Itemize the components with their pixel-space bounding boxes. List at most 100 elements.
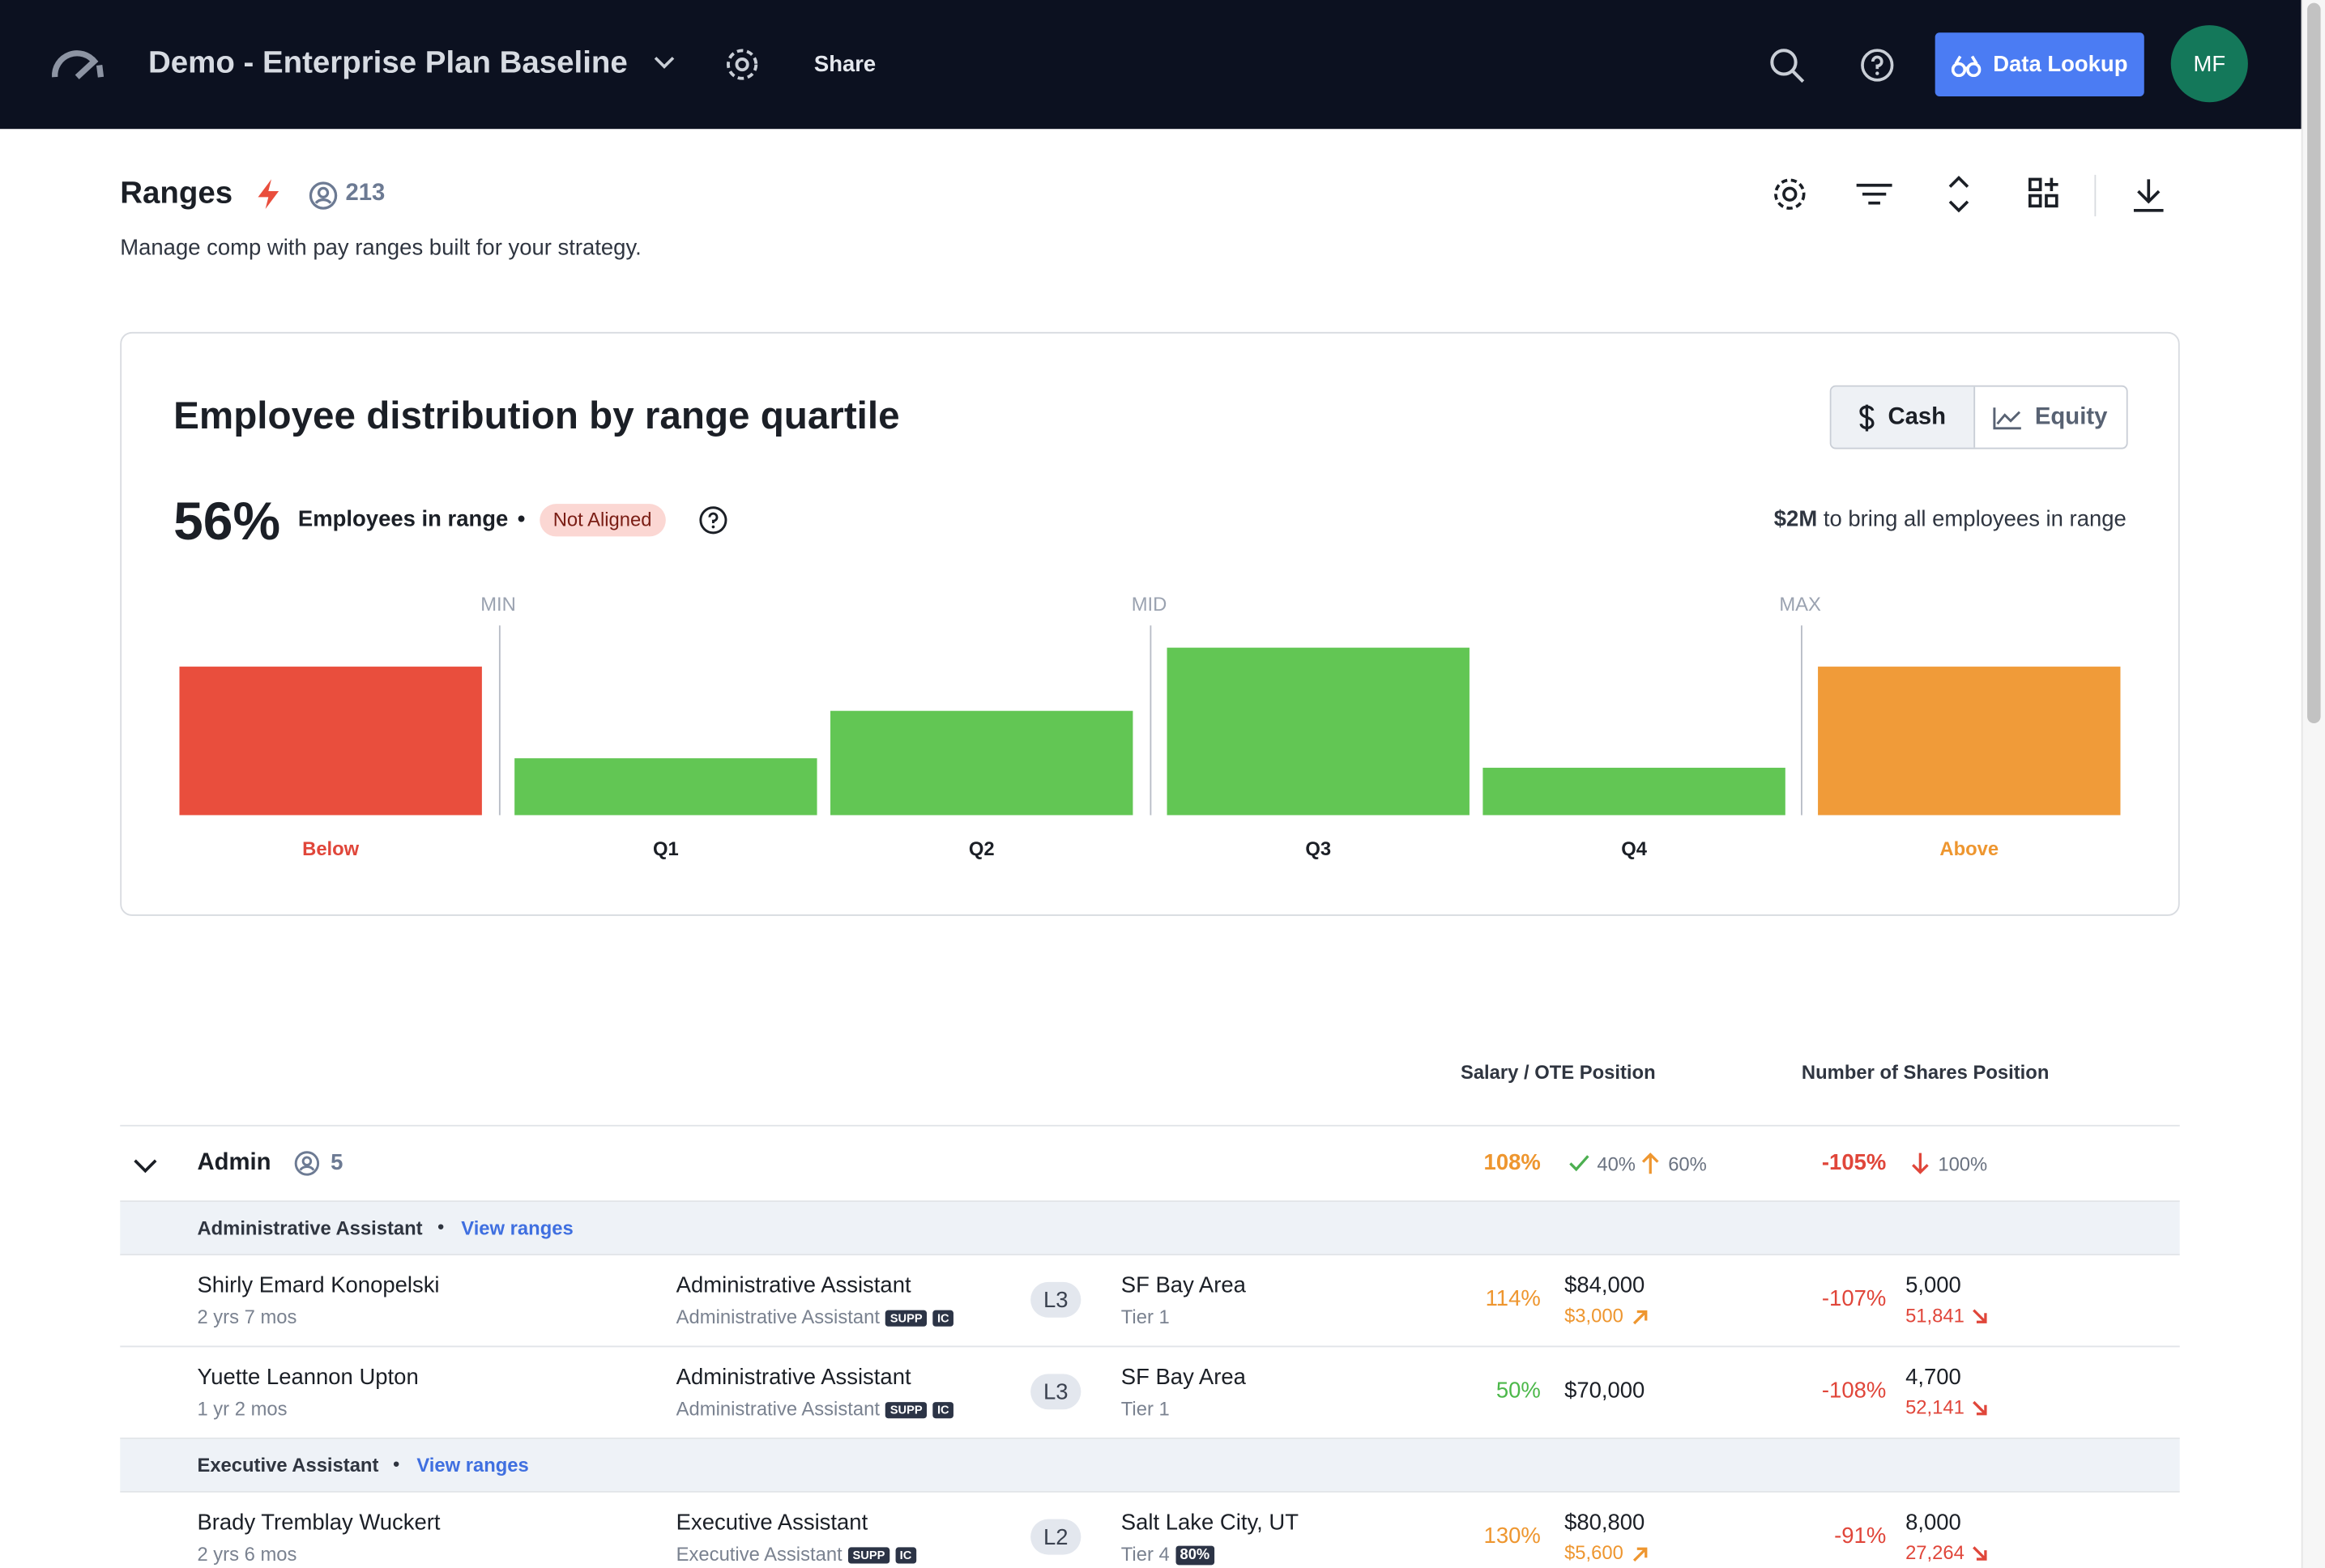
shares-position: -105%: [1821, 1150, 1887, 1176]
level-pill: L3: [1030, 1374, 1081, 1410]
distribution-chart: Below Q1 Q2 Q3 Q4 Above MIN MID MAX: [179, 594, 2121, 860]
shares: 4,700: [1905, 1365, 1961, 1391]
chart-icon: [1993, 407, 2022, 429]
settings-icon[interactable]: [723, 46, 761, 83]
tier: Tier 4 80%: [1120, 1542, 1214, 1566]
binoculars-icon: [1951, 54, 1982, 77]
logo[interactable]: [50, 48, 105, 80]
group-count: 5: [331, 1150, 343, 1176]
collapse-icon[interactable]: [134, 1154, 157, 1181]
employee-name[interactable]: Yuette Leannon Upton: [197, 1365, 419, 1391]
tier-label: Tier 1: [1120, 1397, 1170, 1421]
job-tag: IC: [895, 1547, 916, 1564]
bar: [1167, 647, 1470, 816]
range-marker-label: MAX: [1779, 594, 1821, 616]
job-family: Administrative Assistant: [676, 1306, 880, 1328]
data-lookup-label: Data Lookup: [1993, 52, 2128, 78]
top-bar: Demo - Enterprise Plan Baseline Share Da…: [0, 0, 2302, 130]
cost-note: $2M to bring all employees in range: [1774, 507, 2127, 532]
shares-position: -108%: [1821, 1378, 1887, 1404]
settings-tool[interactable]: [1774, 178, 1806, 210]
tier-label: Tier 1: [1120, 1306, 1170, 1328]
employee-name[interactable]: Brady Tremblay Wuckert: [197, 1510, 441, 1536]
search-icon[interactable]: [1768, 46, 1807, 85]
location: Salt Lake City, UT: [1120, 1510, 1299, 1536]
lightning-icon: [258, 179, 279, 210]
cash-toggle[interactable]: Cash: [1831, 386, 1975, 448]
job-tag: SUPP: [885, 1402, 928, 1419]
dropdown-icon[interactable]: [654, 55, 675, 70]
widgets-tool[interactable]: [2028, 177, 2058, 208]
scroll-thumb[interactable]: [2307, 2, 2321, 723]
separator-dot: •: [517, 506, 526, 532]
trend-down-icon-glyph: [1973, 1309, 1987, 1323]
info-icon[interactable]: [698, 505, 728, 535]
app-title[interactable]: Demo - Enterprise Plan Baseline: [148, 45, 628, 80]
share-button[interactable]: Share: [813, 52, 877, 78]
check-icon: [1569, 1153, 1590, 1182]
tier-badge: 80%: [1175, 1545, 1214, 1566]
headcount: 213: [345, 181, 386, 207]
level-pill: L2: [1030, 1519, 1081, 1555]
job-tag: IC: [932, 1310, 954, 1327]
employee-name[interactable]: Shirly Emard Konopelski: [197, 1272, 440, 1298]
down-arrow-glyph: [1912, 1153, 1929, 1174]
job-subtitle: Executive Assistant SUPP IC: [676, 1543, 916, 1565]
category-label: Above: [1939, 838, 1999, 860]
expand-tool[interactable]: [1948, 176, 1969, 213]
view-ranges-link[interactable]: View ranges: [416, 1454, 529, 1476]
cash-label: Cash: [1888, 403, 1947, 429]
shares-position: -107%: [1821, 1286, 1887, 1312]
category-label: Q3: [1305, 838, 1331, 860]
help-icon[interactable]: [1859, 48, 1895, 83]
data-lookup-button[interactable]: Data Lookup: [1935, 32, 2144, 96]
shares-delta: 27,264: [1905, 1541, 1965, 1564]
page-subtitle: Manage comp with pay ranges built for yo…: [120, 235, 642, 262]
people-icon-glyph: [294, 1151, 320, 1176]
tier: Tier 1: [1121, 1306, 1170, 1327]
bar: [514, 758, 817, 816]
cost-amount: $2M: [1773, 506, 1818, 532]
bar: [1482, 767, 1785, 816]
bar: [179, 667, 482, 816]
in-range-stat: 56%: [173, 490, 281, 552]
column-header: Salary / OTE Position: [1460, 1061, 1656, 1084]
in-range-label: Employees in range: [297, 506, 509, 532]
location: SF Bay Area: [1120, 1272, 1246, 1298]
tier: Tier 1: [1121, 1398, 1170, 1420]
category-label: Below: [302, 838, 360, 860]
row-divider: [120, 1438, 2180, 1439]
trend-down-icon: [1971, 1543, 1989, 1568]
range-marker-label: MID: [1132, 594, 1167, 616]
view-ranges-link[interactable]: View ranges: [461, 1216, 574, 1239]
job-tag: IC: [932, 1402, 954, 1419]
job-title: Administrative Assistant: [676, 1272, 911, 1298]
row-divider: [120, 1345, 2180, 1348]
scrollbar[interactable]: [2301, 0, 2325, 1568]
shares: 5,000: [1905, 1272, 1961, 1298]
column-header: Number of Shares Position: [1801, 1061, 2050, 1084]
download-tool[interactable]: [2133, 179, 2164, 212]
row-divider: [120, 1124, 2180, 1127]
tier-label: Tier 4: [1120, 1542, 1170, 1566]
equity-label: Equity: [2034, 403, 2108, 429]
tenure: 2 yrs 6 mos: [197, 1542, 297, 1566]
salary-position: 114%: [1485, 1286, 1541, 1312]
subgroup-bar: [120, 1202, 2180, 1255]
equity-toggle[interactable]: Equity: [1974, 387, 2127, 448]
job-title: Executive Assistant: [676, 1510, 868, 1536]
trend-down-icon-glyph: [1973, 1546, 1987, 1561]
separator-dot: •: [393, 1452, 400, 1475]
subgroup-title: Administrative Assistant: [197, 1216, 423, 1239]
row-divider: [120, 1200, 2180, 1203]
range-marker-label: MIN: [480, 594, 516, 616]
up-arrow-glyph: [1641, 1153, 1659, 1174]
filter-tool[interactable]: [1856, 183, 1892, 205]
salary: $70,000: [1564, 1378, 1645, 1404]
dollar-icon: [1859, 403, 1875, 431]
trend-up-icon: [1631, 1543, 1649, 1568]
toolbar: [1774, 174, 2164, 217]
avatar[interactable]: MF: [2170, 25, 2248, 103]
salary-delta: $3,000: [1564, 1304, 1623, 1327]
